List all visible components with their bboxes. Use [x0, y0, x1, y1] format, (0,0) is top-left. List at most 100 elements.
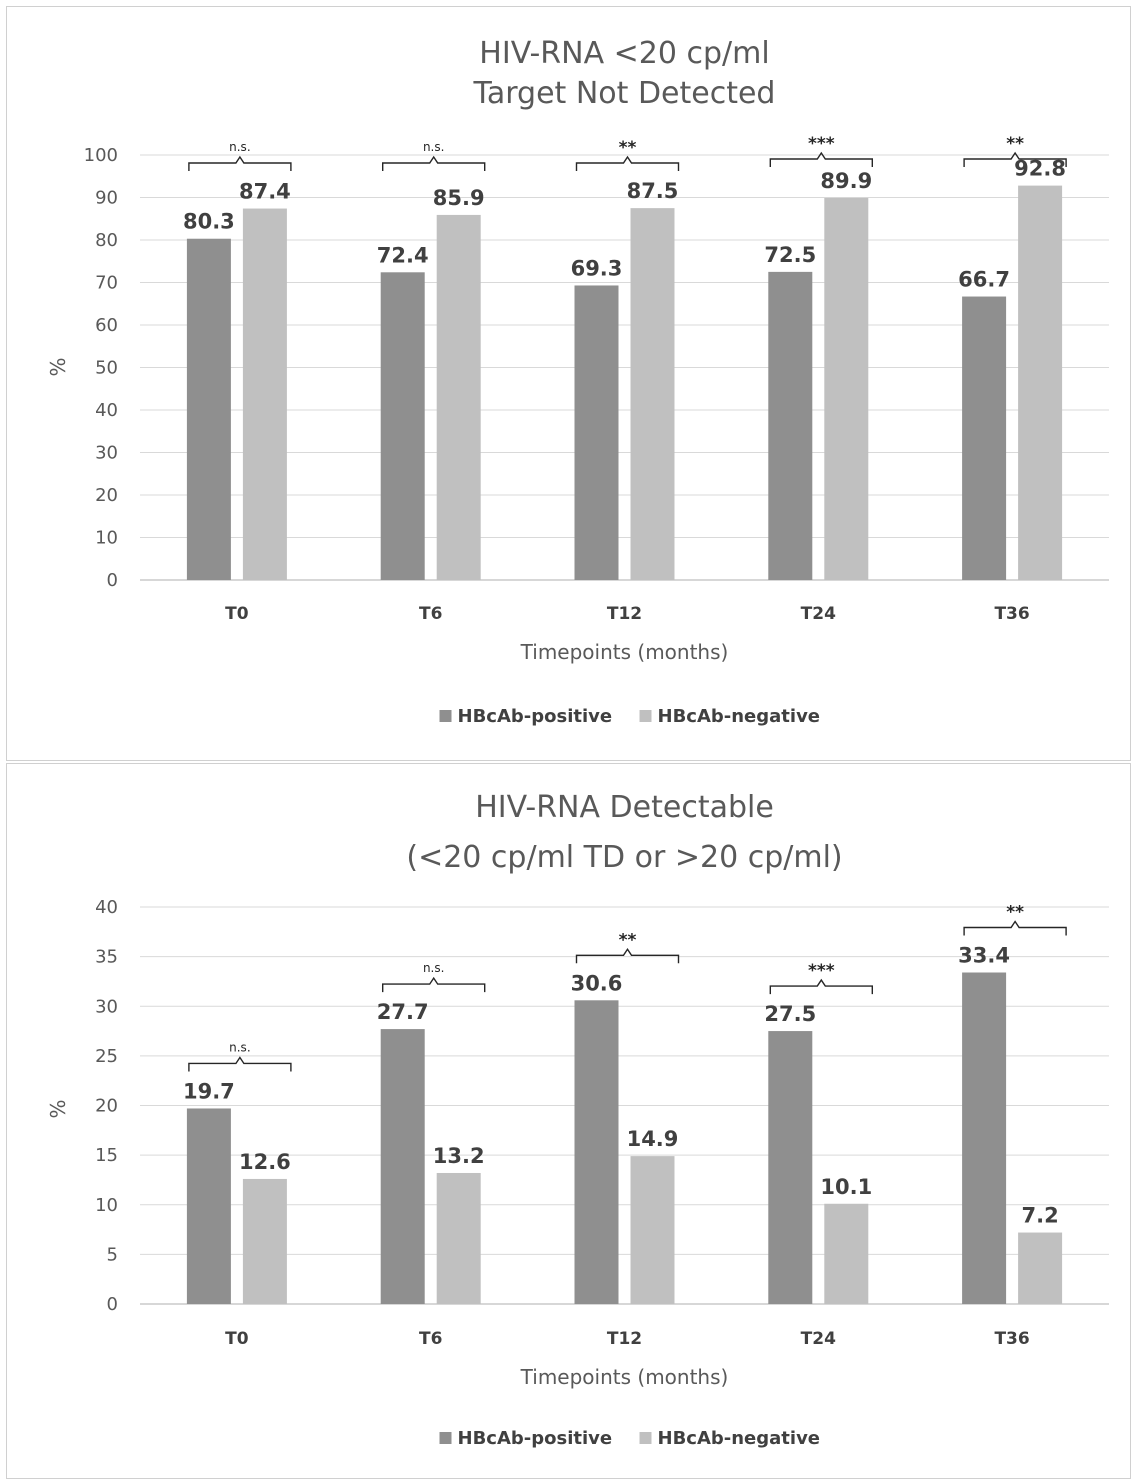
significance-bracket	[575, 948, 680, 964]
significance-label: n.s.	[423, 140, 445, 154]
x-category-label: T12	[607, 604, 642, 624]
y-tick-label: 60	[95, 315, 118, 336]
significance-bracket	[575, 155, 680, 171]
y-tick-label: 90	[95, 188, 118, 209]
significance-bracket	[769, 978, 873, 995]
bar-hbcab-negative	[1018, 1232, 1063, 1304]
significance-bracket	[188, 1056, 292, 1072]
bar-hbcab-positive	[380, 272, 425, 580]
legend-label: HBcAb-positive	[458, 1428, 613, 1449]
bar-hbcab-negative	[436, 1172, 481, 1304]
y-tick-label: 15	[95, 1145, 118, 1166]
chart-2: HIV-RNA Detectable (<20 cp/ml TD or >20 c…	[46, 790, 1109, 1449]
data-label: 27.7	[377, 1000, 429, 1024]
significance-bracket	[382, 155, 486, 171]
bar-hbcab-positive	[186, 1108, 231, 1304]
legend-swatch	[439, 1432, 452, 1444]
legend-label: HBcAb-negative	[658, 1428, 821, 1449]
data-label: 85.9	[433, 186, 485, 210]
x-category-label: T6	[419, 604, 442, 624]
data-label: 27.5	[764, 1002, 816, 1026]
data-label: 80.3	[183, 210, 235, 234]
y-tick-label: 20	[95, 485, 118, 506]
x-category-label: T36	[994, 1329, 1029, 1349]
data-label: 72.4	[377, 243, 429, 267]
chart-1: HIV-RNA <20 cp/ml Target Not Detected 0 10 2…	[46, 36, 1109, 727]
y-tick-label: 30	[95, 443, 118, 464]
significance-bracket	[963, 920, 1067, 936]
x-category-label: T24	[801, 604, 836, 624]
bar-hbcab-positive	[768, 1031, 813, 1304]
y-tick-label: 25	[95, 1046, 118, 1067]
significance-label: n.s.	[229, 140, 251, 154]
bar-hbcab-positive	[768, 271, 813, 580]
bar-hbcab-negative	[436, 214, 481, 581]
x-category-label: T36	[994, 604, 1029, 624]
bar-hbcab-negative	[824, 197, 869, 581]
data-label: 72.5	[764, 243, 816, 267]
y-tick-label: 100	[84, 145, 118, 166]
y-tick-label: 35	[95, 947, 118, 968]
chart-title-line: HIV-RNA <20 cp/ml	[479, 36, 769, 71]
x-category-label: T12	[607, 1329, 642, 1349]
y-tick-label: 70	[95, 273, 118, 294]
significance-label: **	[1006, 134, 1024, 154]
bar-hbcab-negative	[1018, 185, 1063, 580]
y-tick-label: 40	[95, 897, 118, 918]
significance-label: ***	[808, 961, 835, 981]
data-label: 14.9	[627, 1127, 679, 1151]
data-label: 87.5	[627, 179, 679, 203]
data-label: 33.4	[958, 944, 1010, 968]
data-label: 92.8	[1014, 157, 1066, 181]
data-label: 66.7	[958, 268, 1010, 292]
legend-label: HBcAb-negative	[658, 706, 821, 727]
significance-label: **	[1006, 903, 1024, 923]
bar-hbcab-positive	[186, 238, 231, 580]
x-category-label: T24	[801, 1329, 836, 1349]
y-axis-title: %	[46, 357, 70, 376]
significance-label: **	[619, 138, 637, 158]
data-label: 7.2	[1021, 1204, 1058, 1228]
bar-hbcab-positive	[962, 972, 1007, 1304]
y-tick-label: 20	[95, 1096, 118, 1117]
y-axis-title: %	[46, 1099, 70, 1118]
y-tick-label: 10	[95, 1195, 118, 1216]
y-tick-label: 5	[107, 1244, 118, 1265]
significance-bracket	[188, 155, 292, 171]
legend-label: HBcAb-positive	[458, 706, 613, 727]
legend: HBcAb-positive HBcAb-negative	[439, 1428, 821, 1449]
legend-swatch	[639, 1432, 652, 1444]
bar-hbcab-negative	[630, 208, 675, 580]
data-label: 12.6	[239, 1150, 291, 1174]
data-label: 69.3	[571, 256, 623, 280]
x-category-label: T0	[225, 604, 249, 624]
bar-hbcab-positive	[380, 1029, 425, 1304]
significance-bracket	[769, 151, 873, 167]
chart-panel-2: HIV-RNA Detectable (<20 cp/ml TD or >20 c…	[6, 763, 1131, 1479]
x-axis-title: Timepoints (months)	[520, 640, 729, 664]
significance-label: **	[619, 930, 637, 950]
x-axis-title: Timepoints (months)	[520, 1365, 729, 1389]
chart-title-line: (<20 cp/ml TD or >20 cp/ml)	[406, 840, 842, 875]
bar-hbcab-negative	[242, 1178, 287, 1304]
y-tick-label: 40	[95, 400, 118, 421]
data-label: 13.2	[433, 1144, 485, 1168]
significance-label: n.s.	[229, 1040, 251, 1054]
y-tick-label: 50	[95, 358, 118, 379]
chart-title-line: Target Not Detected	[473, 76, 776, 111]
data-label: 10.1	[820, 1175, 872, 1199]
x-category-label: T6	[419, 1329, 442, 1349]
x-category-label: T0	[225, 1329, 249, 1349]
significance-bracket	[963, 151, 1067, 167]
significance-label: n.s.	[423, 961, 445, 975]
bar-hbcab-positive	[962, 296, 1007, 580]
data-label: 19.7	[183, 1079, 235, 1103]
significance-bracket	[382, 976, 486, 993]
chart-panel-1: HIV-RNA <20 cp/ml Target Not Detected 0 10 2…	[6, 6, 1131, 761]
legend: HBcAb-positive HBcAb-negative	[439, 706, 821, 727]
bar-hbcab-negative	[824, 1203, 869, 1304]
bar-hbcab-negative	[242, 208, 287, 581]
significance-label: ***	[808, 134, 835, 154]
y-tick-label: 0	[107, 1294, 118, 1315]
chart-title-line: HIV-RNA Detectable	[475, 790, 774, 825]
